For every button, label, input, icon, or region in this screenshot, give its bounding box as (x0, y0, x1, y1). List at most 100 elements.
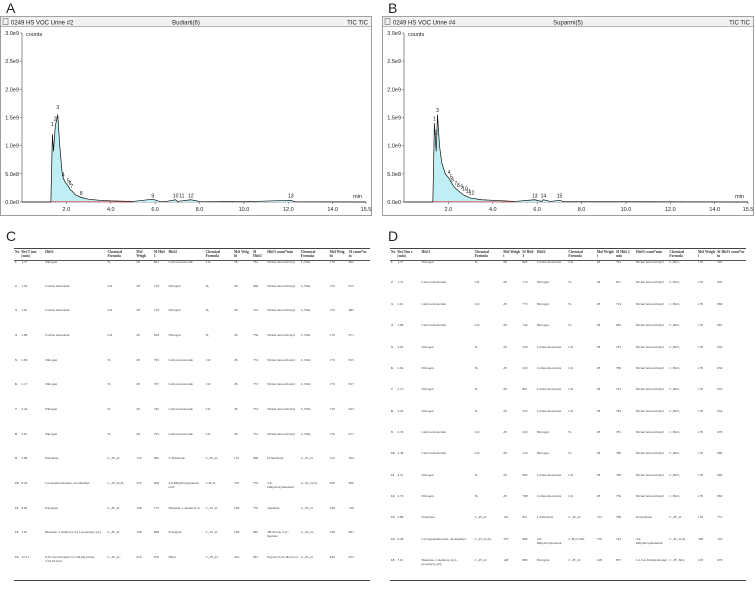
table-cell: 28 (596, 281, 601, 285)
table-cell: Cyclopentasiloxane, decamethyl- (421, 537, 467, 541)
table-cell: 1.86 (397, 324, 404, 328)
table-c-grid: No Ret.T ime (min) Hit#1 Chemical Formula Mo… (14, 248, 370, 581)
table-cell: 170 (698, 345, 704, 349)
table-cell: 703 (717, 537, 723, 541)
column-header: Hit#1 (420, 248, 474, 261)
x-tick-label: 14.0 (709, 207, 720, 213)
table-cell: Nitrogen (168, 334, 181, 338)
table-cell: 791 (153, 432, 160, 436)
table-cell: Nickel tetracarbonyl (635, 281, 664, 285)
table-cell: 170 (698, 388, 704, 392)
table-cell: 867 (253, 531, 259, 535)
table-row: 3 1.61 Carbon monoxide CO 28 773 Nitrogen N₂ 28 7… (390, 303, 746, 324)
table-cell: CO (205, 358, 211, 362)
table-cell: 795 (153, 358, 160, 362)
table-cell: Nitrogen (536, 281, 549, 285)
table-cell: C₂₈H₄₆O (300, 555, 313, 559)
column-header: Chemical Formula (204, 248, 234, 261)
column-header: SI Hit# 1 (152, 248, 168, 261)
table-cell: 320 (522, 430, 528, 434)
table-cell: Carbon monoxide (421, 302, 446, 306)
table-cell: CO (568, 260, 574, 264)
table-cell: C₁₀H₁₂O (568, 558, 581, 562)
table-cell: Carbon monoxide (168, 358, 193, 362)
row-number-cell: 10 (15, 481, 19, 485)
table-cell: C₁₀H₁₆O (669, 516, 682, 520)
table-cell: CO (107, 309, 113, 313)
table-cell: C₁₁H₁₄NO₂ (669, 558, 685, 562)
table-row: 6 2.04 Nitrogen N₂ 28 320 Carbon monoxide CO 28 7… (390, 367, 746, 388)
peak-label: 10 (173, 193, 179, 199)
table-cell: 12.11 (21, 555, 29, 559)
table-cell: 170 (698, 324, 704, 328)
table-cell: N₂ (107, 407, 112, 411)
table-cell: 2.20 (397, 409, 404, 413)
peak-label: 4 (62, 173, 65, 179)
table-cell: Anethole (267, 506, 280, 510)
table-cell: Carbon monoxide (536, 409, 562, 413)
table-d: No Ret.Tim e (min) Hit#1 Chemical Formula Mo… (390, 248, 746, 588)
table-cell: 170 (698, 430, 704, 434)
column-header: SI Hit# 2 min (614, 248, 635, 261)
column-header: Chemical Formula (106, 248, 136, 261)
table-cell: 655 (717, 388, 723, 392)
peak-label: 9 (151, 193, 154, 199)
column-header: Chemical Formula (473, 248, 503, 261)
table-cell: Nickel tetracarbonyl (635, 494, 664, 498)
peak-label: 2 (435, 130, 438, 136)
table-cell: N₂ (107, 432, 112, 436)
table-cell: 148 (136, 531, 142, 535)
table-cell: C₁₀H₁₆O (205, 457, 218, 461)
table-cell: CO (568, 494, 574, 498)
column-header: No (14, 248, 21, 261)
table-cell: Ethyl (168, 555, 176, 559)
table-cell: Benzene, 1-methoxy-4-(1-propenyl)-,(Z)- (421, 558, 458, 566)
table-cell: C₂₂H₃₆O₂ (205, 555, 219, 559)
table-cell: 760 (615, 473, 622, 477)
x-tick-label: 12.0 (665, 207, 676, 213)
table-cell: 152 (596, 516, 602, 520)
y-tick-label: 0.0e0 (387, 200, 401, 206)
table-cell: 3,4-Dihydroxymandelic (267, 481, 295, 489)
table-row: 11 2.51 Nitrogen N₂ 28 800 Carbon monoxide CO 28… (390, 474, 746, 495)
table-cell: C₁₀H₁₆O (474, 516, 487, 520)
table-cell: Nitrogen (45, 260, 58, 264)
table-cell: L-Fenchone (168, 457, 185, 461)
table-cell: 800 (522, 473, 528, 477)
y-tick-label: 5.0e8 (387, 172, 401, 178)
table-cell: C₄NiO₄ (669, 366, 680, 370)
table-cell: C₂₄H₄₀O₈Si₄ (300, 481, 318, 485)
table-row: 6 2.17 Nitrogen N₂ 28 797 Carbon monoxide CO 28 7… (14, 383, 370, 408)
table-cell: 1.86 (21, 334, 28, 338)
table-cell: C₄NiO₄ (669, 430, 680, 434)
table-cell: C₂₄H₄₀O₈Si₄ (669, 537, 687, 541)
table-cell: 2.17 (21, 383, 28, 387)
table-cell: 170 (329, 407, 335, 411)
column-header: Mol Weigh t (697, 248, 717, 261)
table-cell: 818 (153, 334, 160, 338)
table-cell: Nickel tetracarbonyl (635, 366, 664, 370)
table-cell: 713 (522, 281, 528, 285)
table-row: 7 2.24 Nitrogen N₂ 28 792 Carbon monoxide CO 28 7… (14, 408, 370, 433)
table-cell: 28 (596, 302, 601, 306)
table-cell: 170 (329, 334, 335, 338)
table-cell: 323 (522, 409, 528, 413)
table-cell: Nitrogen (421, 345, 434, 349)
table-cell: 803 (522, 260, 528, 264)
table-cell: C₄NiO₄ (669, 388, 680, 392)
column-header: Hit#1 (44, 248, 107, 261)
table-cell: 851 (522, 516, 528, 520)
table-cell: 193 (698, 558, 704, 562)
row-number-cell: 5 (15, 358, 17, 362)
table-cell: N₂ (568, 302, 573, 306)
table-cell: 746 (348, 506, 354, 510)
table-cell: Nickel tetracarbonyl (267, 309, 295, 313)
panel-label-c: C (6, 228, 17, 244)
table-c-body: 1 1.37 Nitrogen N₂ 28 801 Carbon monoxide CO 28 7… (14, 260, 370, 580)
table-cell: 28 (596, 494, 601, 498)
table-cell: 28 (234, 383, 238, 387)
table-cell: 28 (136, 284, 140, 288)
table-cell: 759 (615, 494, 622, 498)
table-cell: Carbon monoxide (536, 473, 562, 477)
table-cell: D-fenchone (635, 516, 652, 520)
